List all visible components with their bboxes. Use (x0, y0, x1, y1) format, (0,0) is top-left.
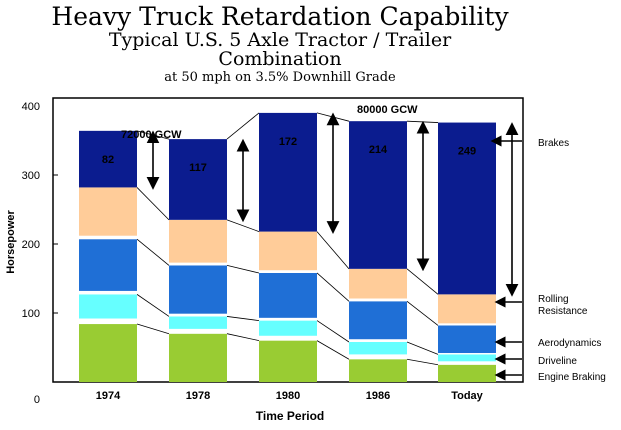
bar-segment-rolling-resistance-today (438, 325, 496, 354)
bar-segment-rolling-gap-today (438, 323, 496, 326)
connector-line (226, 316, 260, 321)
bar-segment-rolling-resistance-1980 (259, 272, 317, 318)
legend-item-rolling-resistance: Rolling Resistance (538, 294, 588, 317)
bar-segment-driveline-1980 (259, 335, 317, 341)
connector-line (406, 268, 439, 295)
bar-segment-aerodynamics-1974 (79, 294, 137, 319)
connector-line (136, 238, 170, 266)
bar-segment-brakes-1974 (79, 130, 137, 188)
connector-line (406, 358, 439, 366)
bar-segment-rolling-resistance-upper--1978 (169, 219, 227, 263)
y-tick-label: 0 (34, 394, 40, 406)
connector-line (406, 120, 439, 123)
bar-segment-aerodynamics-1978 (169, 316, 227, 329)
bar-segment-aero-gap-1974 (79, 290, 137, 295)
connector-line (226, 333, 260, 341)
connector-line (406, 300, 439, 326)
bar-value-label: 117 (189, 162, 207, 174)
bar-segment-rolling-gap-1980 (259, 270, 317, 273)
x-tick-label: 1980 (276, 390, 300, 402)
bar-segment-aerodynamics-1986 (349, 341, 407, 355)
bar-segment-rolling-gap-1986 (349, 298, 407, 302)
y-tick-label: 400 (22, 101, 40, 113)
connector-line (316, 340, 350, 360)
connector-line (226, 265, 260, 274)
connector-line (136, 294, 170, 317)
bar-segment-driveline-today (438, 361, 496, 365)
chart-subtitle-line-2: Combination (218, 48, 342, 70)
y-tick-label: 300 (22, 170, 40, 182)
bar-segment-driveline-1978 (169, 328, 227, 334)
connector-line (316, 320, 350, 343)
bar-value-label: 82 (102, 154, 114, 166)
bar-segment-engine-braking-today (438, 364, 496, 382)
x-axis-label: Time Period (256, 409, 324, 423)
connector-line (226, 219, 260, 232)
bar-segment-rolling-gap-1974 (79, 235, 137, 240)
legend-item-driveline: Driveline (538, 356, 577, 367)
connector-line (136, 323, 170, 335)
legend-item-engine-braking: Engine Braking (538, 372, 606, 383)
bar-segment-driveline-1974 (79, 318, 137, 325)
bar-segment-rolling-resistance-upper--today (438, 294, 496, 324)
x-tick-label: 1978 (186, 390, 210, 402)
legend-item-aerodynamics: Aerodynamics (538, 338, 601, 349)
bar-value-label: 249 (458, 146, 476, 158)
bar-segment-engine-braking-1986 (349, 359, 407, 382)
bar-segment-rolling-resistance-1974 (79, 239, 137, 291)
bar-segment-brakes-1978 (169, 139, 227, 220)
y-axis-label: Horsepower (5, 209, 17, 273)
bar-segment-driveline-1986 (349, 354, 407, 360)
bar-segment-brakes-1986 (349, 121, 407, 269)
bar-segment-rolling-resistance-1978 (169, 265, 227, 314)
bar-segment-aero-gap-1986 (349, 339, 407, 342)
bar-segment-aero-gap-1980 (259, 317, 317, 321)
bar-segment-rolling-resistance-upper--1980 (259, 231, 317, 271)
bar-segment-rolling-resistance-upper--1974 (79, 187, 137, 236)
chart-title: Heavy Truck Retardation Capability (51, 2, 509, 31)
bar-segment-rolling-gap-1978 (169, 262, 227, 266)
bar-segment-aerodynamics-1980 (259, 320, 317, 336)
y-tick-label: 100 (22, 308, 40, 320)
bar-segment-aerodynamics-today (438, 354, 496, 362)
x-tick-label: Today (451, 390, 483, 402)
y-tick-label: 200 (22, 239, 40, 251)
connector-line (406, 341, 439, 355)
bar-value-label: 172 (279, 136, 297, 148)
bar-segment-aero-gap-1978 (169, 313, 227, 317)
bar-segment-engine-braking-1980 (259, 340, 317, 382)
gcw-annotation: 72000 GCW (121, 129, 182, 141)
bar-value-label: 214 (369, 144, 388, 156)
connector-line (316, 231, 350, 270)
legend-item-brakes: Brakes (538, 138, 569, 149)
bar-segment-engine-braking-1978 (169, 333, 227, 382)
x-tick-label: 1974 (96, 390, 121, 402)
bar-segment-rolling-resistance-1986 (349, 301, 407, 340)
connector-line (136, 187, 170, 221)
x-tick-label: 1986 (366, 390, 390, 402)
gcw-annotation: 80000 GCW (357, 104, 418, 116)
chart-subtitle-line-1: Typical U.S. 5 Axle Tractor / Trailer (108, 29, 452, 51)
bar-segment-rolling-resistance-upper--1986 (349, 268, 407, 299)
bar-segment-brakes-1980 (259, 112, 317, 232)
connector-line (316, 272, 350, 302)
bar-segment-engine-braking-1974 (79, 324, 137, 382)
connector-line (226, 112, 260, 140)
bar-segment-brakes-today (438, 122, 496, 295)
chart-subtitle-line-3: at 50 mph on 3.5% Downhill Grade (164, 70, 396, 85)
bar-segment-aero-gap-today (438, 353, 496, 355)
